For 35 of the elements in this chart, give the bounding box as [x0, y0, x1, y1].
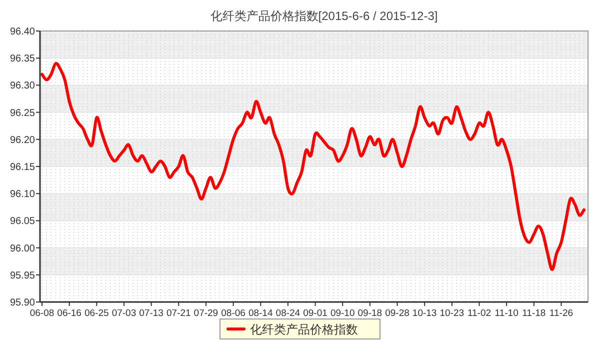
y-tick-label: 96.25 [10, 108, 36, 119]
x-tick-label: 10-23 [440, 308, 464, 319]
y-tick-label: 96.15 [10, 162, 36, 173]
line-series [40, 62, 586, 271]
x-tick-label: 06-08 [30, 308, 54, 319]
y-tick-label: 96.10 [10, 189, 36, 200]
x-tick-label: 06-16 [57, 308, 82, 319]
y-tick-label: 95.95 [10, 270, 36, 282]
y-tick-label: 96.40 [10, 26, 36, 38]
legend: 化纤类产品价格指数 [220, 318, 380, 340]
x-tick-label: 07-03 [112, 308, 136, 319]
x-tick-label: 09-10 [330, 308, 355, 319]
x-tick-label: 08-24 [276, 308, 300, 319]
x-tick-label: 07-13 [139, 308, 164, 319]
x-tick-label: 09-01 [303, 308, 328, 319]
y-tick-label: 96.20 [10, 134, 36, 146]
x-tick-label: 09-28 [385, 308, 410, 319]
x-tick-label: 08-06 [221, 308, 246, 319]
x-tick-label: 06-25 [84, 308, 109, 319]
chart-title: 化纤类产品价格指数[2015-6-6 / 2015-12-3] [210, 9, 438, 23]
x-tick-label: 09-18 [358, 308, 382, 319]
x-tick-label: 11-18 [522, 308, 546, 319]
x-tick-label: 11-02 [467, 308, 492, 319]
x-tick-label: 10-13 [412, 308, 437, 319]
y-tick-label: 96.05 [10, 216, 36, 228]
x-tick-label: 08-14 [248, 308, 273, 319]
y-tick-label: 95.90 [10, 298, 36, 308]
x-tick-label: 11-10 [494, 308, 518, 319]
y-tick-label: 96.30 [10, 80, 36, 92]
y-tick-label: 96.35 [10, 54, 36, 65]
y-tick-label: 96.00 [10, 243, 36, 254]
x-tick-label: 11-26 [549, 308, 574, 319]
x-tick-label: 07-21 [166, 308, 191, 319]
legend-label: 化纤类产品价格指数 [250, 322, 358, 336]
x-tick-label: 07-29 [194, 308, 218, 319]
